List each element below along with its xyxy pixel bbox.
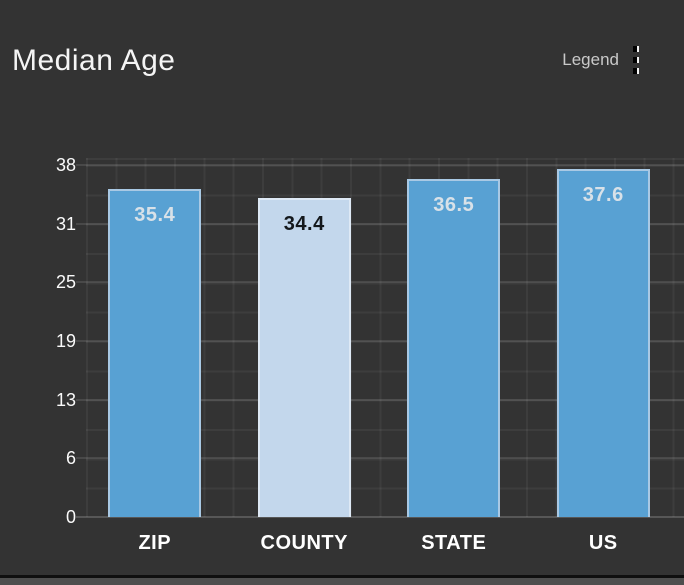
bar-value-label: 36.5	[433, 193, 475, 216]
gridline-major	[76, 457, 684, 460]
y-axis-tick-label: 31	[55, 213, 76, 234]
page-title: Median Age	[12, 44, 176, 77]
bar-state[interactable]: 36.5	[407, 178, 501, 517]
widget-header: Median Age Legend	[0, 0, 684, 110]
bar-chart-plot-area: 35.4 34.4 36.5 37.6	[76, 158, 684, 518]
window-bottom-edge	[0, 575, 684, 585]
gridline-major	[76, 222, 684, 225]
x-axis-category-label: STATE	[421, 532, 487, 554]
bar-us[interactable]: 37.6	[556, 168, 650, 517]
y-axis-tick-label: 13	[55, 389, 76, 410]
y-axis-tick-label: 25	[55, 272, 76, 293]
bar-value-label: 34.4	[283, 213, 325, 236]
gridline-major	[76, 340, 684, 342]
gridline-major	[76, 164, 684, 166]
x-axis-category-label: US	[588, 532, 618, 554]
gridline-major	[76, 398, 684, 401]
bar-value-label: 35.4	[134, 204, 176, 227]
y-axis-tick-label: 0	[65, 507, 76, 527]
gridline-major	[76, 281, 684, 284]
x-axis-category-label: ZIP	[138, 532, 172, 554]
y-axis-tick-label: 6	[65, 448, 76, 469]
bar-value-label: 37.6	[582, 183, 624, 206]
legend-label: Legend	[562, 50, 619, 69]
y-axis-tick-label: 19	[55, 331, 76, 351]
y-axis-tick-label: 38	[55, 155, 76, 175]
legend-list-icon	[633, 46, 670, 74]
bar-county[interactable]: 34.4	[257, 198, 351, 517]
bar-zip[interactable]: 35.4	[108, 189, 202, 517]
gridline-major	[76, 516, 684, 518]
x-axis-category-label: COUNTY	[260, 532, 348, 554]
legend-button[interactable]: Legend	[562, 46, 670, 74]
